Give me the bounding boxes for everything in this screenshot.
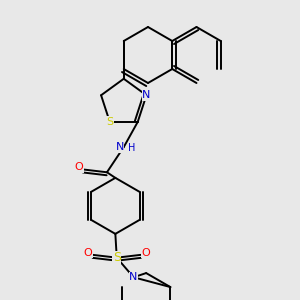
Text: O: O [141,248,150,258]
Text: S: S [113,251,121,264]
Text: N: N [142,90,151,100]
Text: O: O [75,163,83,172]
Text: O: O [84,248,92,258]
Text: H: H [128,143,135,153]
Text: N: N [116,142,124,152]
Text: S: S [106,117,113,127]
Text: N: N [129,272,138,282]
